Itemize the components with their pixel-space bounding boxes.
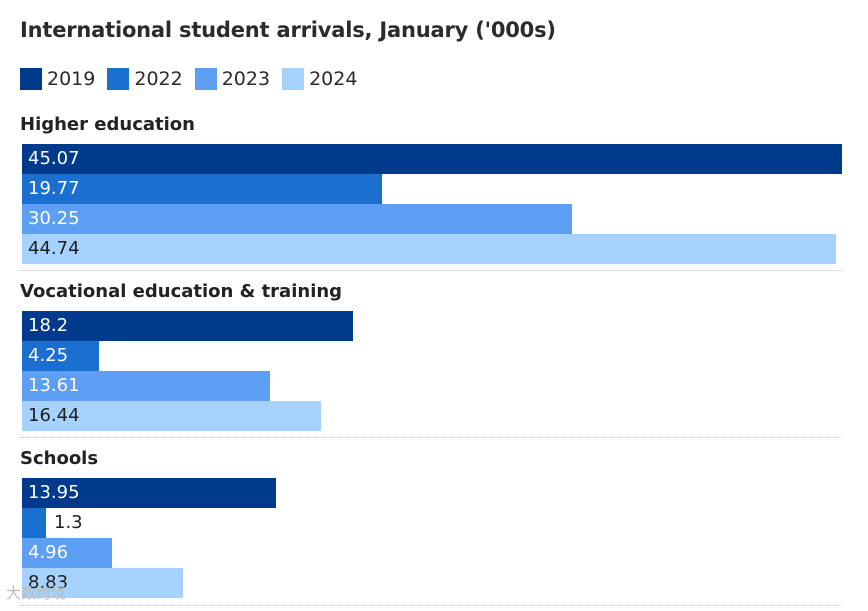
group-divider: [20, 437, 842, 438]
bar-2023: [22, 371, 270, 401]
data-label: 4.25: [28, 345, 69, 366]
legend-label: 2024: [309, 68, 358, 90]
legend-label: 2022: [134, 68, 183, 90]
bar-2019: [22, 311, 353, 341]
data-label: 18.2: [28, 315, 69, 336]
legend-swatch: [282, 68, 305, 90]
data-label: 4.96: [28, 542, 69, 563]
legend-swatch: [20, 68, 42, 90]
group-title: Vocational education & training: [20, 281, 343, 302]
legend: 2019 2022 2023 2024: [20, 68, 369, 90]
bar-2023: [22, 538, 112, 568]
group-title: Schools: [20, 448, 99, 469]
bar-2024: [22, 234, 836, 264]
group-divider: [20, 605, 842, 606]
data-label: 1.3: [54, 512, 83, 533]
legend-item-2019: 2019: [20, 68, 95, 90]
data-label: 13.95: [28, 482, 80, 503]
bar-2024: [22, 401, 321, 431]
legend-item-2022: 2022: [107, 68, 183, 90]
legend-label: 2023: [221, 68, 271, 90]
legend-swatch: [107, 68, 130, 90]
data-label: 44.74: [28, 238, 80, 259]
data-label: 19.77: [28, 178, 80, 199]
legend-item-2024: 2024: [282, 68, 357, 90]
group-divider: [20, 270, 842, 271]
bar-2024: [22, 568, 183, 598]
data-label: 13.61: [28, 375, 80, 396]
watermark-text: 大数跨境: [6, 584, 67, 602]
data-label: 30.25: [28, 208, 80, 229]
group-title: Higher education: [20, 114, 195, 135]
legend-item-2023: 2023: [194, 68, 271, 90]
bar-2022: [22, 508, 46, 538]
data-label: 45.07: [28, 148, 80, 169]
bar-2019: [22, 144, 842, 174]
legend-swatch: [194, 68, 217, 90]
legend-label: 2019: [47, 68, 96, 90]
bar-2019: [22, 478, 276, 508]
data-label: 16.44: [28, 405, 80, 426]
bar-2023: [22, 204, 572, 234]
bar-2022: [22, 174, 382, 204]
data-label: 8.83: [28, 572, 69, 593]
bar-2022: [22, 341, 99, 371]
chart-title: International student arrivals, January …: [20, 18, 556, 42]
